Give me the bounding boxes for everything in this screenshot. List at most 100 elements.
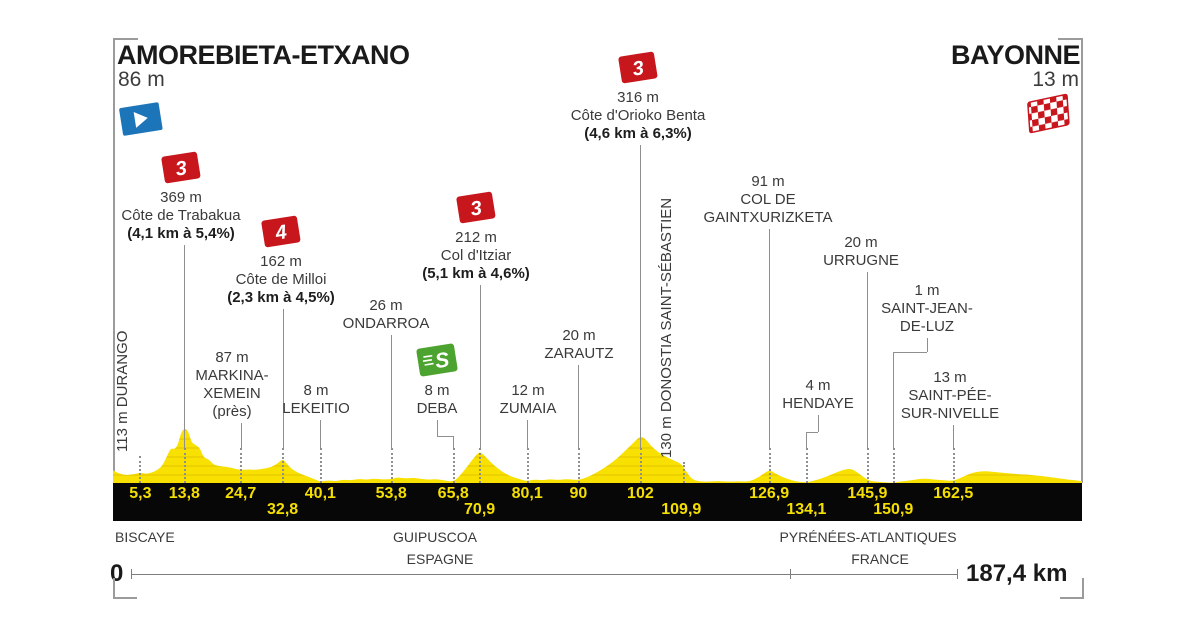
km-tick-hendaye: 134,1	[786, 501, 827, 518]
marker-elevation: 8 m	[303, 382, 329, 399]
marker-elevation: 369 m	[160, 189, 202, 206]
top-right-cap	[1058, 38, 1083, 40]
km-tick-durango: 5,3	[129, 485, 152, 502]
marker-name: DE-LUZ	[899, 318, 955, 335]
km-tick-saint-jean-de-luz: 150,9	[873, 501, 914, 518]
saint-jean-de-luz-elbow-stub	[927, 338, 928, 352]
sprint-flag-icon: S	[413, 340, 461, 387]
trabakua-line-dotted	[183, 448, 186, 483]
elevation-profile	[113, 429, 1082, 483]
gaintxurizketa-line	[769, 229, 771, 448]
donostia-line-dotted	[683, 462, 685, 483]
marker-name: MARKINA-	[195, 367, 269, 384]
km-tick-deba: 65,8	[437, 485, 469, 502]
km-tick-orioko: 102	[627, 485, 654, 502]
country-espagne: ESPAGNE	[406, 551, 474, 567]
km-tick-ondarroa: 53,8	[375, 485, 407, 502]
marker-elevation: 212 m	[455, 229, 497, 246]
marker-gradient: (4,6 km à 6,3%)	[584, 125, 692, 142]
marker-gradient: (2,3 km à 4,5%)	[227, 289, 335, 306]
deba-line	[453, 436, 455, 448]
marker-label-markina: 87 m MARKINA- XEMEIN (près)	[195, 349, 268, 421]
marker-elevation: 26 m	[369, 297, 403, 314]
svg-text:4: 4	[273, 221, 288, 245]
itziar-line	[479, 285, 481, 448]
itziar-line-dotted	[479, 448, 482, 483]
marker-elevation: 1 m	[914, 282, 940, 299]
marker-label-deba: 8 m DEBA	[417, 382, 458, 418]
scale-end-label: 187,4 km	[966, 560, 1068, 587]
orioko-line-dotted	[639, 448, 642, 483]
saint-jean-de-luz-line-dotted	[892, 448, 895, 483]
marker-label-saint-pee-sur-nivelle: 13 m SAINT-PÉE- SUR-NIVELLE	[901, 369, 999, 423]
marker-label-gaintxurizketa: 91 m COL DE GAINTXURIZKETA	[704, 173, 833, 227]
marker-name: COL DE	[740, 191, 796, 208]
durango-line-dotted	[139, 456, 141, 483]
marker-elevation: 87 m	[215, 349, 249, 366]
hendaye-line	[806, 432, 808, 448]
saint-jean-de-luz-elbow	[893, 352, 927, 353]
km-tick-milloi: 32,8	[267, 501, 299, 518]
km-tick-zarautz: 90	[569, 485, 588, 502]
marker-name: DEBA	[416, 400, 458, 417]
marker-label-trabakua: 369 m Côte de Trabakua (4,1 km à 5,4%)	[121, 189, 240, 243]
marker-name: HENDAYE	[782, 395, 854, 412]
depart-flag-icon	[115, 98, 167, 149]
orioko-line	[640, 145, 642, 448]
urrugne-line-dotted	[866, 448, 869, 483]
saint-pee-sur-nivelle-line	[953, 425, 955, 448]
border-tick	[790, 569, 791, 579]
trabakua-line	[184, 245, 186, 448]
marker-name: Côte de Milloi	[235, 271, 327, 288]
marker-name: SAINT-JEAN-	[881, 300, 973, 317]
lekeitio-line	[320, 420, 322, 448]
marker-elevation: 4 m	[805, 377, 831, 394]
marker-name: Côte de Trabakua	[121, 207, 241, 224]
marker-name: ZARAUTZ	[544, 345, 614, 362]
marker-elevation: 20 m	[844, 234, 878, 251]
deba-elbow-stub	[437, 420, 438, 436]
marker-name: LEKEITIO	[282, 400, 350, 417]
start-elevation: 86 m	[118, 68, 165, 91]
marker-label-ondarroa: 26 m ONDARROA	[343, 297, 430, 333]
marker-label-hendaye: 4 m HENDAYE	[782, 377, 853, 413]
svg-text:3: 3	[631, 57, 645, 80]
km-tick-saint-pee-sur-nivelle: 162,5	[933, 485, 974, 502]
km-tick-markina: 24,7	[225, 485, 257, 502]
marker-name: ZUMAIA	[499, 400, 557, 417]
zarautz-line-dotted	[577, 448, 580, 483]
marker-name: SAINT-PÉE-	[908, 387, 992, 404]
milloi-line-dotted	[282, 448, 285, 483]
distance-bar: 5,3 13,8 24,7 32,8 40,1 53,8 65,8 70,9 80,1 90 102…	[113, 483, 1082, 521]
km-tick-donostia: 109,9	[661, 501, 702, 518]
bottom-left-bracket	[113, 578, 137, 599]
km-tick-gaintxurizketa: 126,9	[749, 485, 790, 502]
marker-name: XEMEIN	[203, 385, 261, 402]
marker-elevation: 20 m	[562, 327, 596, 344]
km-tick-trabakua: 13,8	[168, 485, 200, 502]
marker-elevation: 91 m	[751, 173, 785, 190]
marker-elevation: 12 m	[511, 382, 545, 399]
region-pyrenees-atlantiques: PYRÉNÉES-ATLANTIQUES	[779, 529, 957, 545]
marker-label-urrugne: 20 m URRUGNE	[823, 234, 899, 270]
category-4-flag-icon: 4	[257, 212, 305, 259]
marker-label-donostia: 130 m DONOSTIA SAINT-SÉBASTIEN	[658, 197, 675, 458]
category-3-flag-icon: 3	[452, 188, 500, 235]
ondarroa-line	[391, 335, 393, 448]
markina-line-dotted	[240, 448, 243, 483]
marker-label-durango: 113 m DURANGO	[114, 330, 131, 452]
marker-elevation: 8 m	[424, 382, 450, 399]
marker-name: ONDARROA	[342, 315, 430, 332]
finish-elevation: 13 m	[1032, 68, 1079, 91]
finish-axis-line	[1081, 38, 1083, 483]
gaintxurizketa-line-dotted	[768, 448, 771, 483]
scale-line	[131, 574, 958, 575]
urrugne-line	[867, 272, 869, 448]
marker-name: Côte d'Orioko Benta	[570, 107, 706, 124]
hendaye-line-dotted	[805, 448, 808, 483]
bottom-right-bracket	[1060, 578, 1084, 599]
hendaye-elbow-stub	[818, 415, 819, 432]
scale-start-tick	[131, 569, 132, 579]
